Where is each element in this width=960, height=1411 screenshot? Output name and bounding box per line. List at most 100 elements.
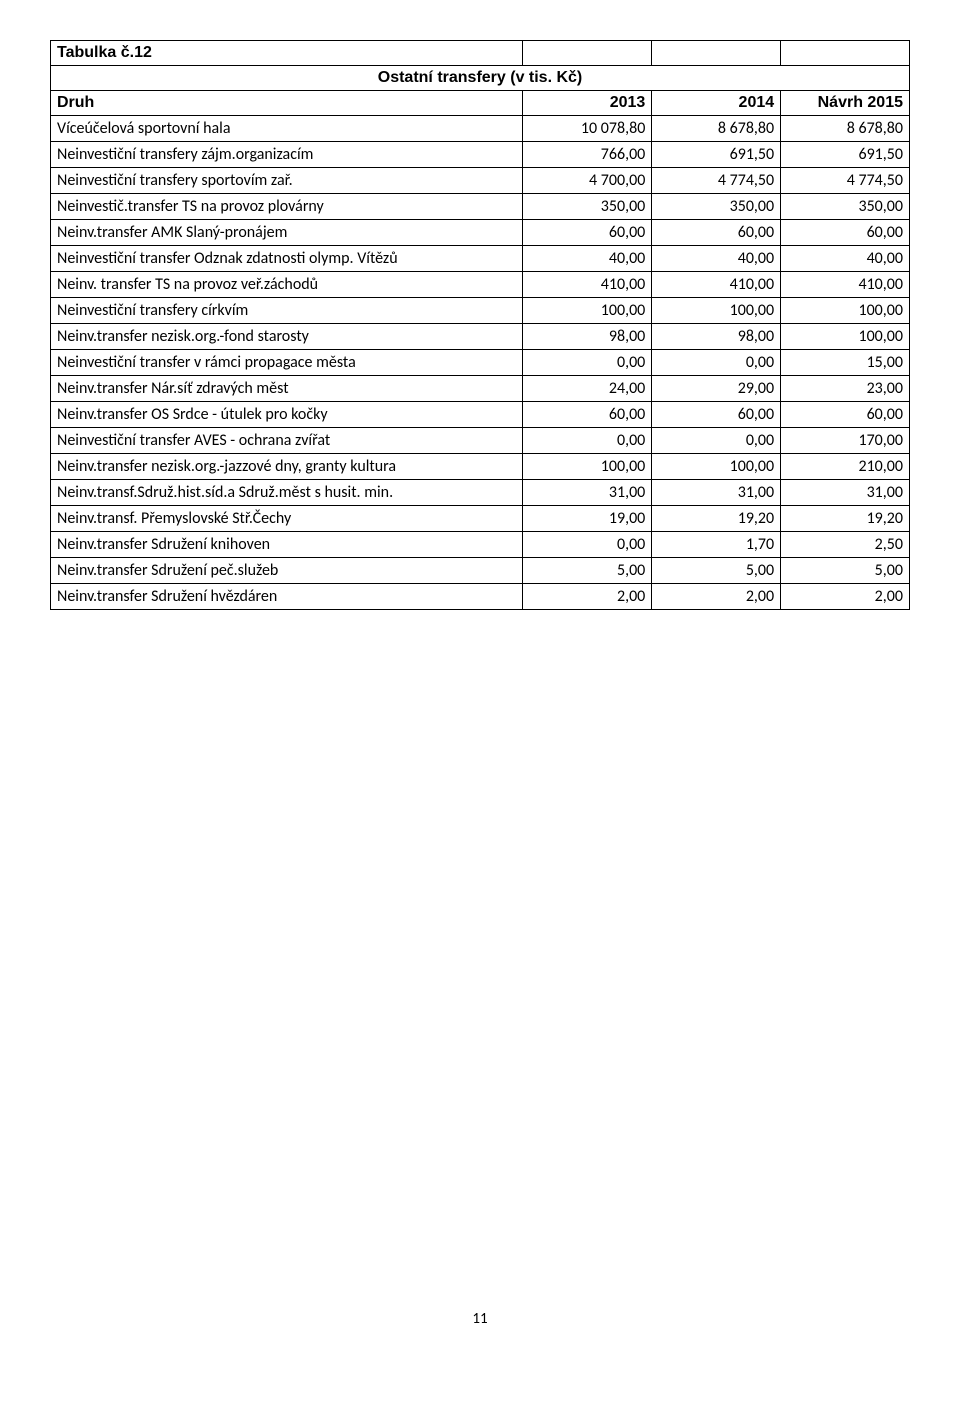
row-label: Víceúčelová sportovní hala [51, 116, 523, 142]
row-value: 2,00 [781, 584, 910, 610]
row-label: Neinv. transfer TS na provoz veř.záchodů [51, 272, 523, 298]
table-row: Víceúčelová sportovní hala10 078,808 678… [51, 116, 910, 142]
table-row: Neinvestiční transfer AVES - ochrana zví… [51, 428, 910, 454]
row-value: 100,00 [652, 298, 781, 324]
row-value: 210,00 [781, 454, 910, 480]
row-label: Neinvestiční transfer AVES - ochrana zví… [51, 428, 523, 454]
table-subtitle: Ostatní transfery (v tis. Kč) [51, 66, 910, 91]
table-row: Neinv.transf. Přemyslovské Stř.Čechy19,0… [51, 506, 910, 532]
col-header-2014: 2014 [652, 91, 781, 116]
table-subtitle-row: Ostatní transfery (v tis. Kč) [51, 66, 910, 91]
row-label: Neinvestiční transfer Odznak zdatnosti o… [51, 246, 523, 272]
row-value: 19,20 [652, 506, 781, 532]
row-value: 8 678,80 [781, 116, 910, 142]
row-value: 766,00 [523, 142, 652, 168]
table-row: Neinvestiční transfer v rámci propagace … [51, 350, 910, 376]
row-value: 2,00 [652, 584, 781, 610]
row-value: 350,00 [781, 194, 910, 220]
row-label: Neinv.transfer nezisk.org.-fond starosty [51, 324, 523, 350]
row-value: 31,00 [523, 480, 652, 506]
row-value: 2,50 [781, 532, 910, 558]
table-row: Neinv.transfer Sdružení hvězdáren2,002,0… [51, 584, 910, 610]
row-value: 40,00 [652, 246, 781, 272]
row-value: 60,00 [652, 402, 781, 428]
row-value: 4 700,00 [523, 168, 652, 194]
row-value: 19,20 [781, 506, 910, 532]
row-value: 40,00 [781, 246, 910, 272]
row-value: 60,00 [781, 220, 910, 246]
transfers-table: Tabulka č.12 Ostatní transfery (v tis. K… [50, 40, 910, 610]
row-value: 0,00 [652, 350, 781, 376]
row-value: 0,00 [652, 428, 781, 454]
row-label: Neinv.transfer Sdružení knihoven [51, 532, 523, 558]
row-value: 5,00 [781, 558, 910, 584]
table-row: Neinv.transfer nezisk.org.-fond starosty… [51, 324, 910, 350]
row-value: 5,00 [652, 558, 781, 584]
table-row: Neinv.transfer AMK Slaný-pronájem60,0060… [51, 220, 910, 246]
row-label: Neinvestiční transfer v rámci propagace … [51, 350, 523, 376]
col-header-navrh-2015: Návrh 2015 [781, 91, 910, 116]
row-label: Neinv.transfer Nár.síť zdravých měst [51, 376, 523, 402]
table-title: Tabulka č.12 [51, 41, 523, 66]
row-label: Neinvestiční transfery zájm.organizacím [51, 142, 523, 168]
table-row: Neinv.transfer Sdružení peč.služeb5,005,… [51, 558, 910, 584]
table-row: Neinvestiční transfery zájm.organizacím7… [51, 142, 910, 168]
empty-cell [781, 41, 910, 66]
row-value: 0,00 [523, 428, 652, 454]
col-header-druh: Druh [51, 91, 523, 116]
row-value: 4 774,50 [652, 168, 781, 194]
empty-cell [523, 41, 652, 66]
row-label: Neinv.transfer nezisk.org.-jazzové dny, … [51, 454, 523, 480]
table-row: Neinvestič.transfer TS na provoz plovárn… [51, 194, 910, 220]
table-row: Neinv.transf.Sdruž.hist.síd.a Sdruž.měst… [51, 480, 910, 506]
row-value: 60,00 [781, 402, 910, 428]
row-label: Neinv.transf.Sdruž.hist.síd.a Sdruž.měst… [51, 480, 523, 506]
row-label: Neinvestič.transfer TS na provoz plovárn… [51, 194, 523, 220]
row-value: 1,70 [652, 532, 781, 558]
table-row: Neinv.transfer Sdružení knihoven0,001,70… [51, 532, 910, 558]
row-value: 8 678,80 [652, 116, 781, 142]
table-row: Neinv.transfer Nár.síť zdravých měst24,0… [51, 376, 910, 402]
row-value: 31,00 [652, 480, 781, 506]
row-value: 2,00 [523, 584, 652, 610]
table-row: Neinv.transfer OS Srdce - útulek pro koč… [51, 402, 910, 428]
row-value: 170,00 [781, 428, 910, 454]
row-value: 98,00 [523, 324, 652, 350]
row-value: 350,00 [523, 194, 652, 220]
row-value: 60,00 [523, 402, 652, 428]
row-label: Neinv.transfer Sdružení hvězdáren [51, 584, 523, 610]
row-value: 60,00 [523, 220, 652, 246]
row-value: 100,00 [523, 298, 652, 324]
row-value: 4 774,50 [781, 168, 910, 194]
row-value: 0,00 [523, 350, 652, 376]
row-value: 29,00 [652, 376, 781, 402]
row-label: Neinv.transfer AMK Slaný-pronájem [51, 220, 523, 246]
empty-cell [652, 41, 781, 66]
row-value: 410,00 [652, 272, 781, 298]
col-header-2013: 2013 [523, 91, 652, 116]
table-header-row: Druh 2013 2014 Návrh 2015 [51, 91, 910, 116]
row-value: 24,00 [523, 376, 652, 402]
row-label: Neinvestiční transfery církvím [51, 298, 523, 324]
row-value: 100,00 [523, 454, 652, 480]
row-value: 31,00 [781, 480, 910, 506]
table-row: Neinvestiční transfery sportovím zař.4 7… [51, 168, 910, 194]
row-label: Neinvestiční transfery sportovím zař. [51, 168, 523, 194]
row-value: 100,00 [652, 454, 781, 480]
row-value: 410,00 [523, 272, 652, 298]
table-title-row: Tabulka č.12 [51, 41, 910, 66]
row-value: 691,50 [781, 142, 910, 168]
row-value: 100,00 [781, 324, 910, 350]
row-value: 10 078,80 [523, 116, 652, 142]
table-row: Neinvestiční transfery církvím100,00100,… [51, 298, 910, 324]
row-value: 23,00 [781, 376, 910, 402]
table-row: Neinv. transfer TS na provoz veř.záchodů… [51, 272, 910, 298]
row-value: 5,00 [523, 558, 652, 584]
row-value: 60,00 [652, 220, 781, 246]
row-value: 410,00 [781, 272, 910, 298]
row-value: 350,00 [652, 194, 781, 220]
page-number: 11 [50, 1310, 910, 1328]
row-label: Neinv.transf. Přemyslovské Stř.Čechy [51, 506, 523, 532]
table-row: Neinv.transfer nezisk.org.-jazzové dny, … [51, 454, 910, 480]
row-value: 19,00 [523, 506, 652, 532]
